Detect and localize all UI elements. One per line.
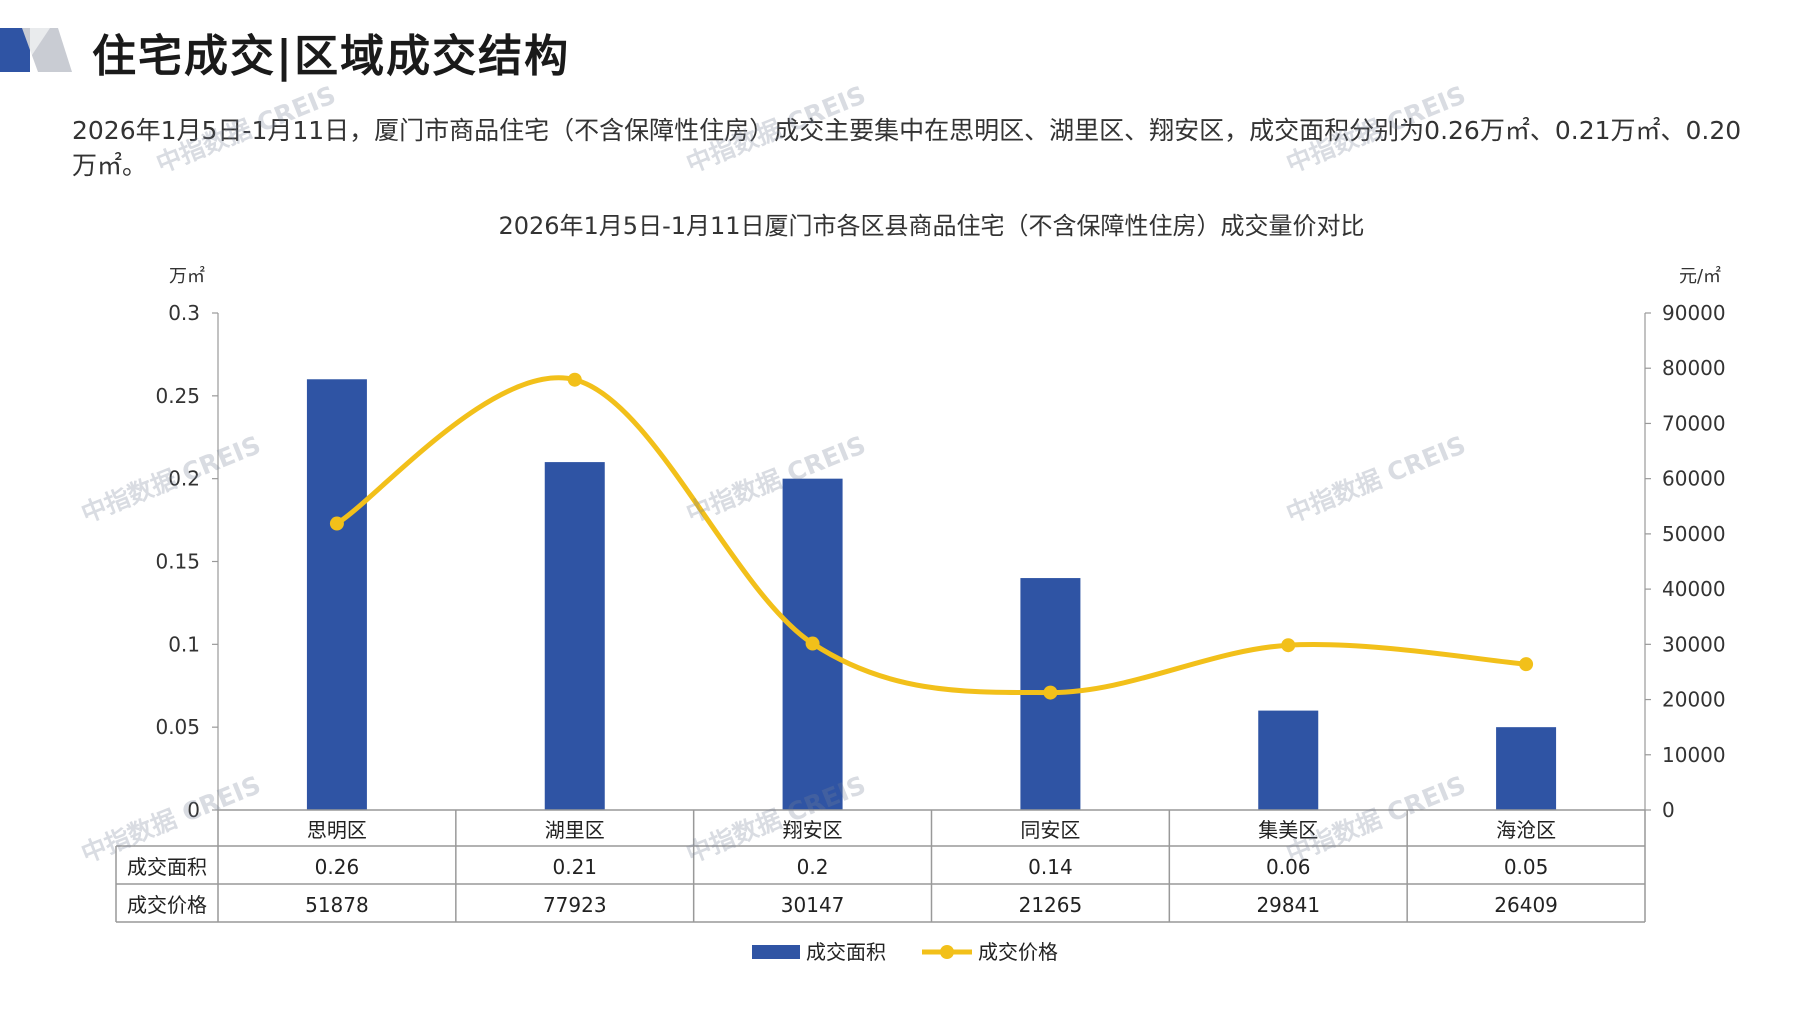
y-right-tick-label: 20000: [1662, 688, 1726, 712]
legend-label-成交面积: 成交面积: [806, 940, 886, 964]
y-right-unit: 元/㎡: [1679, 265, 1721, 287]
table-cell-成交价格: 26409: [1494, 893, 1558, 917]
legend-label-成交价格: 成交价格: [978, 940, 1058, 964]
table-row-header: 成交面积: [127, 855, 207, 879]
series-line-成交价格: [334, 375, 1529, 696]
x-category-label: 同安区: [1020, 818, 1080, 842]
table-cell-成交面积: 0.2: [797, 855, 829, 879]
x-category-label: 集美区: [1258, 818, 1318, 842]
y-left-tick-label: 0.25: [155, 384, 200, 408]
line-point-成交价格: [329, 516, 344, 531]
legend-marker-成交价格: [940, 945, 954, 959]
summary-line-1: 2026年1月5日-1月11日，厦门市商品住宅（不含保障性住房）成交主要集中在思…: [72, 116, 1611, 145]
table-cell-成交价格: 29841: [1256, 893, 1320, 917]
y-left-tick-label: 0.3: [168, 301, 200, 325]
line-point-成交价格: [567, 372, 582, 387]
y-right-tick-label: 40000: [1662, 577, 1726, 601]
y-left-tick-label: 0.15: [155, 550, 200, 574]
bar-成交面积: [1496, 727, 1557, 810]
table-cell-成交价格: 30147: [781, 893, 845, 917]
y-right-tick-label: 10000: [1662, 743, 1726, 767]
table-cell-成交价格: 51878: [305, 893, 369, 917]
y-right-tick-label: 0: [1662, 798, 1675, 822]
legend-swatch-成交面积: [752, 945, 800, 959]
y-right-tick-label: 60000: [1662, 467, 1726, 491]
header-decoration-icon: [0, 28, 72, 72]
line-point-成交价格: [805, 636, 820, 651]
y-right-tick-label: 90000: [1662, 301, 1726, 325]
table-cell-成交价格: 77923: [543, 893, 607, 917]
y-left-unit: 万㎡: [169, 265, 205, 287]
table-cell-成交面积: 0.26: [315, 855, 360, 879]
line-point-成交价格: [1043, 685, 1058, 700]
y-right-tick-label: 70000: [1662, 411, 1726, 435]
table-cell-成交面积: 0.21: [552, 855, 597, 879]
y-left-tick-label: 0.05: [155, 715, 200, 739]
x-category-label: 海沧区: [1496, 818, 1556, 842]
y-right-tick-label: 50000: [1662, 522, 1726, 546]
bar-成交面积: [1258, 710, 1319, 810]
y-right-tick-label: 30000: [1662, 632, 1726, 656]
table-cell-成交面积: 0.14: [1028, 855, 1073, 879]
table-cell-成交价格: 21265: [1019, 893, 1083, 917]
page-title: 住宅成交|区域成交结构: [92, 31, 571, 82]
line-point-成交价格: [1519, 657, 1534, 672]
x-category-label: 翔安区: [783, 818, 843, 842]
bar-成交面积: [306, 379, 367, 810]
bar-成交面积: [544, 462, 605, 810]
x-category-label: 湖里区: [545, 818, 605, 842]
table-cell-成交面积: 0.06: [1266, 855, 1311, 879]
y-left-tick-label: 0: [187, 798, 200, 822]
summary-line-2: 万㎡、0.20万㎡。: [72, 116, 1742, 180]
summary-text: 2026年1月5日-1月11日，厦门市商品住宅（不含保障性住房）成交主要集中在思…: [72, 113, 1742, 183]
x-category-label: 思明区: [307, 818, 367, 842]
y-left-tick-label: 0.2: [168, 467, 200, 491]
table-cell-成交面积: 0.05: [1504, 855, 1549, 879]
y-right-tick-label: 80000: [1662, 356, 1726, 380]
table-row-header: 成交价格: [127, 893, 207, 917]
chart-title: 2026年1月5日-1月11日厦门市各区县商品住宅（不含保障性住房）成交量价对比: [498, 212, 1364, 240]
y-left-tick-label: 0.1: [168, 632, 200, 656]
line-point-成交价格: [1281, 638, 1296, 653]
